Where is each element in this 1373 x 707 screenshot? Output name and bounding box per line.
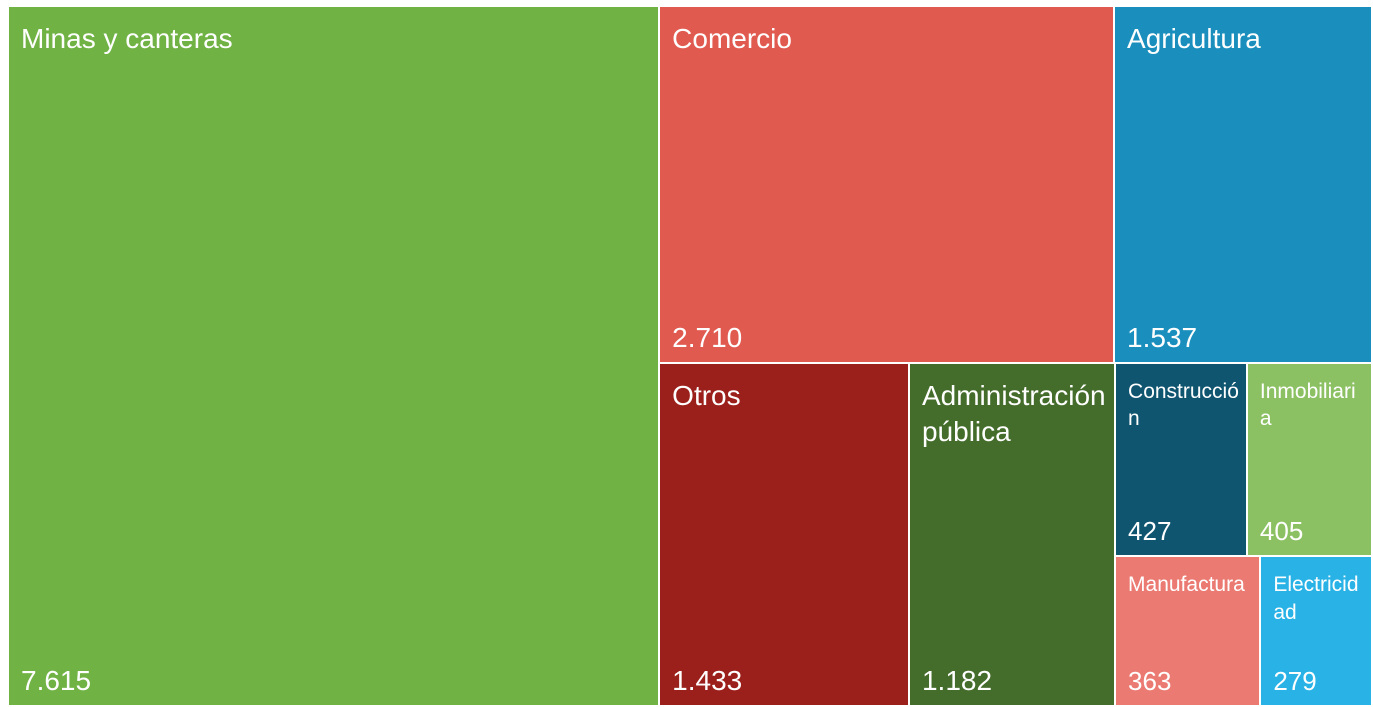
- tile-label: Comercio: [672, 23, 792, 54]
- tile: Construcción 427: [1115, 362, 1247, 557]
- tile-label: Electricidad: [1273, 573, 1359, 624]
- value-label: 1.537: [1127, 321, 1198, 353]
- tile: Administración pública 1.182: [908, 362, 1116, 706]
- value-label: 1.182: [921, 664, 993, 696]
- value-label: 427: [1128, 516, 1172, 547]
- tile-label: Agricultura: [1127, 23, 1261, 54]
- tile: Otros 1.433: [659, 362, 909, 706]
- tile: Electricidad 279: [1260, 556, 1372, 706]
- tile-label: Administración pública: [921, 379, 1106, 448]
- value-label: 2.710: [672, 321, 743, 353]
- tile-label: Inmobiliaria: [1259, 379, 1356, 430]
- tile: Comercio 2.710: [659, 6, 1115, 363]
- value-label: 279: [1273, 665, 1317, 696]
- value-label: 405: [1259, 516, 1304, 547]
- tile-label: Minas y canteras: [21, 23, 233, 54]
- tile: Agricultura 1.537: [1114, 6, 1372, 363]
- value-label: 363: [1128, 665, 1172, 696]
- tile: Minas y canteras 7.615: [8, 6, 660, 706]
- tile: Inmobiliaria 405: [1246, 362, 1372, 557]
- tile-label: Construcción: [1128, 379, 1239, 430]
- tile: Manufactura 363: [1115, 556, 1261, 706]
- tile-label: Manufactura: [1128, 573, 1245, 597]
- value-label: 1.433: [672, 664, 743, 696]
- value-label: 7.615: [21, 665, 92, 696]
- tile-label: Otros: [672, 379, 741, 411]
